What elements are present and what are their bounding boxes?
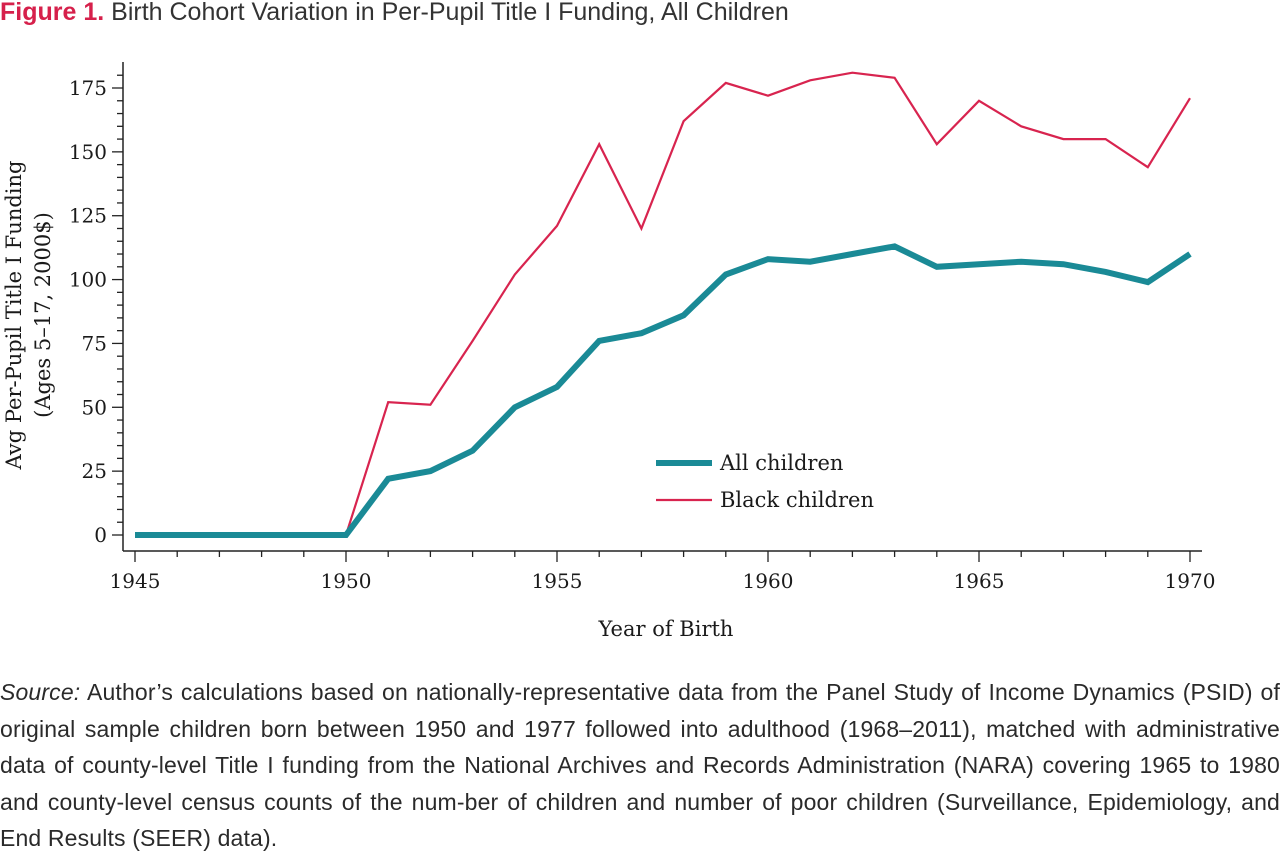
x-tick-label: 1970 <box>1165 569 1216 593</box>
figure-label: Figure 1. <box>0 0 105 26</box>
source-note: Source: Author’s calculations based on n… <box>0 674 1280 857</box>
x-axis-title: Year of Birth <box>598 617 734 641</box>
x-tick-label: 1960 <box>743 569 794 593</box>
y-axis-title-line-2: (Ages 5–17, 2000$) <box>31 212 55 418</box>
series-line-all-children <box>135 243 1192 538</box>
chart-axes: 0 25 50 75 100 125 150 175 1945 1950 1955 1960 1965 1… <box>69 62 1216 593</box>
chart-series <box>135 71 1192 538</box>
y-tick-label: 25 <box>82 459 107 483</box>
y-tick-label: 75 <box>82 331 107 355</box>
y-axis-title-line-1: Avg Per-Pupil Title I Funding <box>2 161 26 471</box>
x-tick-label: 1965 <box>954 569 1005 593</box>
y-axis-title: Avg Per-Pupil Title I Funding (Ages 5–17… <box>2 161 55 471</box>
x-tick-label: 1945 <box>110 569 161 593</box>
y-tick-label: 175 <box>69 76 107 100</box>
legend-label: Black children <box>720 488 874 512</box>
source-text: Author’s calculations based on nationall… <box>0 679 1280 851</box>
chart-legend: All children Black children <box>656 451 874 512</box>
line-chart: 0 25 50 75 100 125 150 175 1945 1950 1955 1960 1965 1… <box>2 62 1216 641</box>
y-tick-label: 50 <box>82 395 107 419</box>
y-tick-label: 0 <box>94 523 107 547</box>
figure-title: Figure 1. Birth Cohort Variation in Per-… <box>0 0 789 27</box>
legend-label: All children <box>719 451 843 475</box>
y-tick-label: 150 <box>69 140 107 164</box>
source-label: Source: <box>0 679 81 705</box>
x-tick-label: 1955 <box>532 569 583 593</box>
x-tick-label: 1950 <box>321 569 372 593</box>
y-tick-label: 100 <box>69 268 107 292</box>
figure-title-text: Birth Cohort Variation in Per-Pupil Titl… <box>111 0 789 26</box>
y-tick-label: 125 <box>69 204 107 228</box>
